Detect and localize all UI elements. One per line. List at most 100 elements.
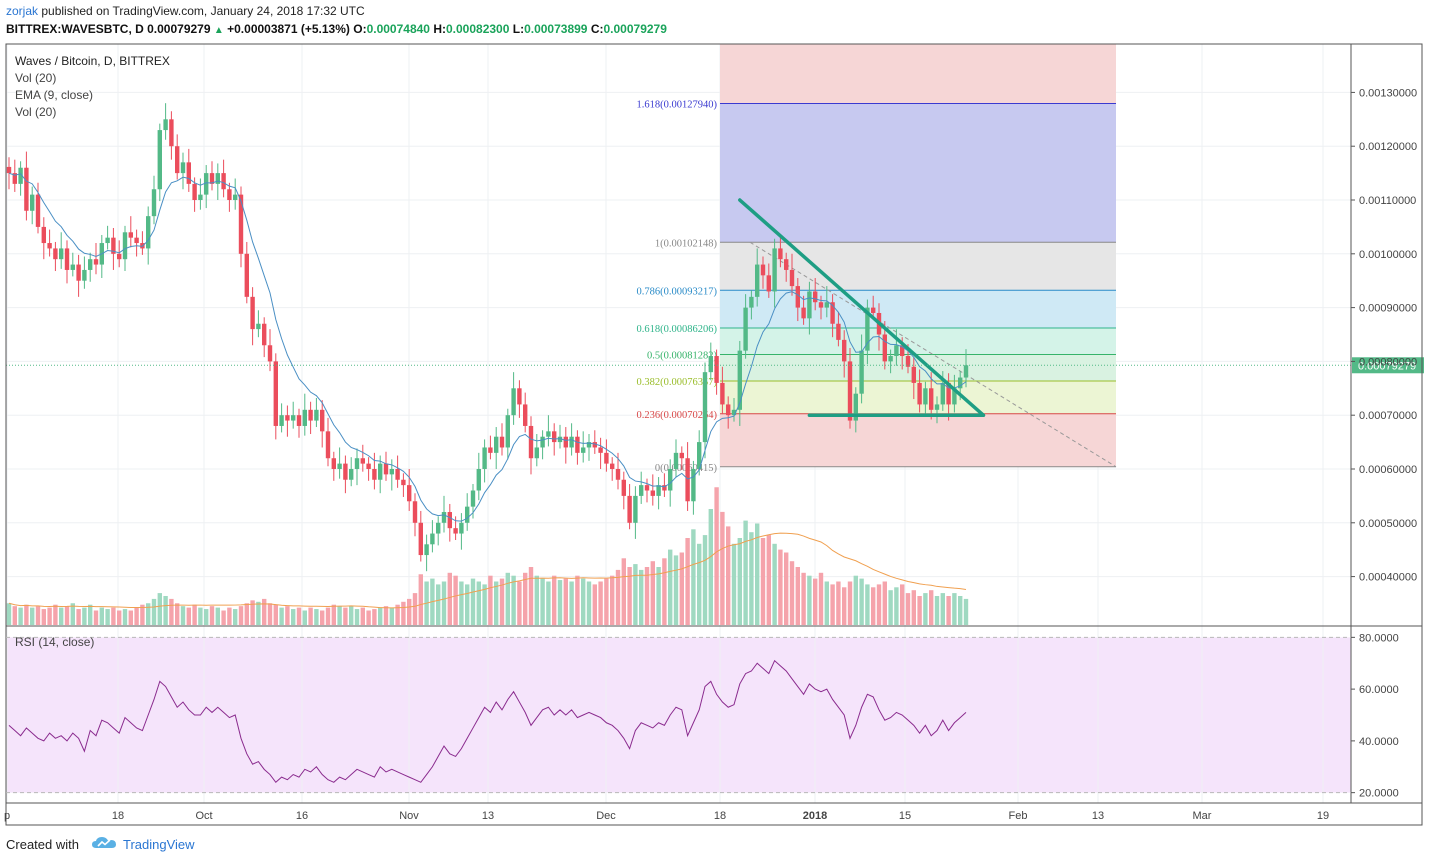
candle-body (627, 495, 632, 523)
low-label: L: (512, 22, 525, 36)
candle-body (53, 248, 58, 260)
candle-body (958, 377, 963, 389)
candle-body (650, 490, 655, 496)
volume-bar (238, 606, 244, 625)
volume-bar (343, 607, 348, 625)
legend-item-vol[interactable]: Vol (20) (15, 71, 57, 85)
candle-body (285, 415, 290, 421)
time-axis-label: Mar (1193, 810, 1212, 822)
volume-bar (552, 575, 557, 625)
candle-body (760, 264, 766, 276)
time-axis-label: 13 (1092, 810, 1104, 822)
volume-bar (627, 567, 632, 625)
volume-bar (267, 603, 273, 625)
candle-body (499, 436, 505, 448)
volume-bar (331, 604, 336, 625)
volume-bar (296, 607, 302, 625)
candle-body (354, 458, 360, 469)
candle-body (198, 194, 203, 201)
close-label: C: (590, 22, 604, 36)
volume-bar (30, 607, 35, 625)
volume-bar (633, 564, 638, 625)
candle-body (749, 296, 754, 308)
volume-bar (726, 526, 731, 625)
volume-bar (714, 487, 719, 625)
candle-body (685, 458, 690, 502)
candle-body (934, 404, 940, 410)
volume-bar (24, 604, 29, 625)
fib-level-label: 0.5(0.00081282) (647, 351, 717, 362)
candle-body (401, 479, 406, 486)
volume-bar (871, 587, 876, 625)
volume-bar (111, 607, 116, 625)
candle-body (233, 194, 238, 201)
volume-bar (842, 587, 847, 625)
candle-body (389, 468, 394, 475)
author-link[interactable]: zorjak (6, 4, 39, 18)
candle-body (639, 485, 644, 496)
volume-bar (279, 607, 284, 625)
price-axis-label: 0.00070000 (1359, 410, 1417, 422)
candle-body (279, 415, 284, 426)
volume-bar (476, 581, 481, 625)
chart-border (5, 43, 1423, 826)
volume-bar (470, 578, 476, 625)
candle-body (882, 334, 887, 362)
candle-body (900, 345, 905, 357)
footer: Created with TradingView (6, 836, 195, 853)
legend-item-ema[interactable]: EMA (9, close) (15, 88, 94, 102)
candles (6, 103, 969, 572)
candle-body (424, 544, 429, 556)
candle-body (308, 409, 313, 421)
candle-body (656, 485, 661, 496)
candle-body (621, 479, 626, 496)
volume-bar (285, 606, 290, 625)
volume-ma-line (8, 532, 967, 609)
candle-body (702, 372, 708, 443)
open-value: 0.00074840 (366, 22, 430, 36)
rsi-title: RSI (14, close) (15, 635, 95, 649)
price-change: +0.00003871 (+5.13%) (227, 22, 350, 36)
legend-item-vol-2[interactable]: Vol (20) (15, 105, 57, 119)
candle-body (963, 365, 969, 378)
candle-body (546, 431, 551, 437)
candle-body (337, 463, 342, 469)
volume-bar (505, 572, 510, 625)
candle-body (325, 431, 331, 459)
volume-bar (766, 535, 771, 625)
volume-bar (221, 610, 226, 625)
candle-body (76, 264, 81, 281)
volume-bar (575, 575, 580, 625)
candle-body (105, 237, 110, 244)
volume-bar (534, 575, 539, 625)
volume-bar (691, 529, 696, 625)
candle-body (534, 447, 539, 459)
price-axis-label: 0.00050000 (1359, 518, 1417, 530)
candle-body (552, 431, 557, 443)
volume-bar (662, 558, 667, 625)
candle-body (940, 382, 945, 405)
candle-body (343, 463, 348, 480)
volume-bar (557, 580, 563, 625)
fib-zone-top (720, 44, 1116, 104)
volume-bar (958, 596, 963, 625)
publish-text: published on TradingView.com, January 24… (41, 4, 365, 18)
up-triangle-icon: ▲ (213, 25, 224, 36)
candle-body (569, 436, 574, 448)
candle-body (929, 388, 934, 410)
candle-body (349, 468, 354, 480)
volume-bar (389, 607, 394, 625)
candle-body (488, 447, 493, 453)
volume-bar (53, 604, 58, 625)
price-axis-label: 0.00060000 (1359, 464, 1417, 476)
volume-bar (395, 604, 400, 625)
fib-zone (720, 103, 1116, 243)
candle-body (262, 323, 267, 346)
candle-body (482, 447, 487, 469)
time-axis-label: 18 (112, 810, 124, 822)
volume-bar (795, 567, 800, 625)
volume-bar (946, 596, 951, 625)
volume-bar (105, 609, 110, 625)
tradingview-link[interactable]: TradingView (122, 837, 195, 852)
